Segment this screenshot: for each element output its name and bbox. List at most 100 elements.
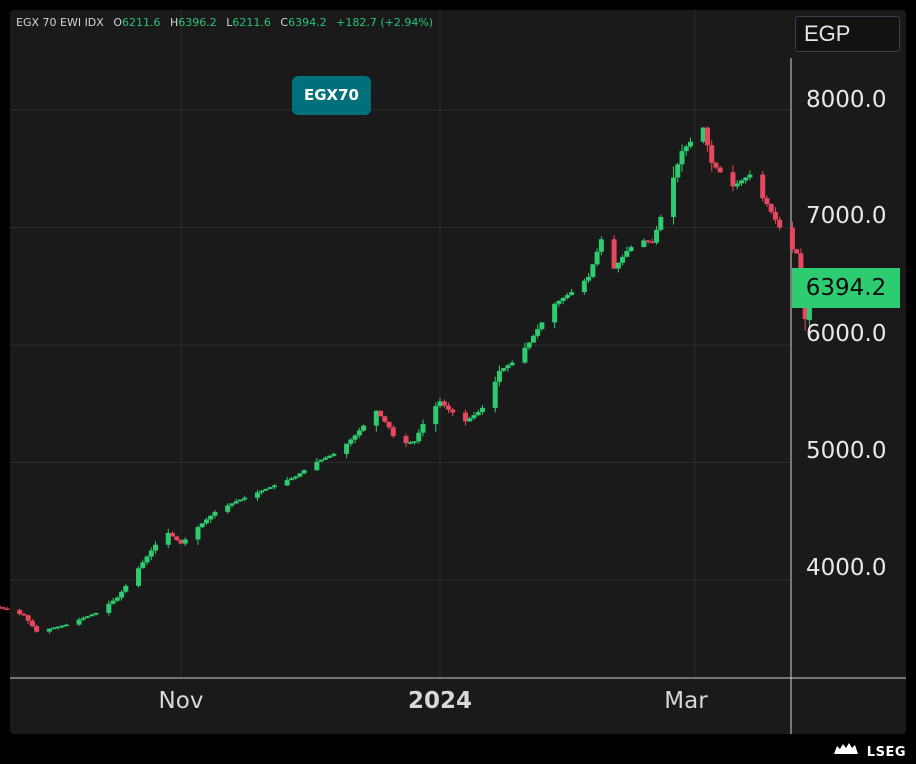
candle-body: [46, 628, 52, 632]
change-value: +182.7 (+2.94%): [336, 16, 434, 29]
candle-body: [225, 505, 231, 512]
open-value: 6211.6: [122, 16, 161, 29]
candle-body: [420, 424, 426, 433]
candle-body: [496, 370, 502, 382]
candle-body: [738, 180, 744, 184]
candle-body: [63, 624, 69, 627]
brand-logo[interactable]: LSEG: [833, 742, 906, 760]
candle-body: [390, 427, 396, 437]
candle-body: [806, 298, 812, 321]
ohlc-header: EGX 70 EWI IDX O6211.6 H6396.2 L6211.6 C…: [16, 16, 439, 29]
candle-body: [445, 405, 451, 410]
candle-body: [29, 620, 35, 627]
high-key: H: [170, 16, 179, 29]
candle-body: [560, 298, 566, 301]
candle-body: [611, 239, 617, 269]
candle-body: [403, 436, 409, 444]
x-tick-label: Mar: [664, 688, 708, 714]
candle-body: [717, 167, 723, 173]
candle-body: [140, 562, 146, 569]
candle-body: [416, 432, 422, 442]
candle-body: [624, 251, 630, 257]
candle-body: [254, 492, 260, 498]
candle-body: [760, 174, 766, 199]
candle-body: [34, 626, 40, 632]
candle-body: [229, 503, 235, 506]
candle-body: [386, 421, 392, 428]
candle-body: [598, 239, 604, 252]
candle-body: [615, 262, 621, 269]
candle-body: [764, 198, 770, 204]
candle-body: [344, 443, 350, 454]
candle-body: [679, 151, 685, 165]
candle-body: [768, 204, 774, 212]
y-tick-label: 8000.0: [806, 87, 887, 113]
candle-body: [148, 550, 154, 557]
open-key: O: [113, 16, 122, 29]
candle-body: [51, 627, 57, 630]
candle-body: [174, 536, 180, 541]
candle-body: [412, 441, 418, 443]
x-tick-label: 2024: [407, 688, 473, 714]
candle-body: [450, 409, 456, 413]
candle-body: [433, 406, 439, 425]
plot-background: [10, 10, 906, 734]
candle-body: [509, 362, 515, 366]
candle-body: [675, 164, 681, 178]
grid-lines: [10, 10, 791, 678]
candle-body: [479, 407, 485, 412]
brand-name: LSEG: [866, 745, 906, 760]
candle-body: [794, 249, 800, 254]
candle-body: [106, 603, 112, 613]
candle-body: [709, 145, 715, 163]
candle-body: [195, 527, 201, 540]
candle-body: [522, 347, 528, 363]
candle-body: [462, 412, 468, 422]
candle-body: [441, 401, 447, 406]
candle-body: [119, 591, 125, 598]
currency-button[interactable]: EGP: [795, 16, 900, 52]
candle-body: [259, 490, 265, 493]
candle-body: [331, 453, 337, 456]
candle-body: [293, 476, 299, 479]
candle-body: [233, 501, 239, 504]
y-tick-label: 4000.0: [806, 555, 887, 581]
candle-body: [552, 303, 558, 323]
candle-body: [55, 626, 61, 629]
candle-body: [407, 442, 413, 444]
candle-body: [199, 523, 205, 528]
low-key: L: [226, 16, 233, 29]
candle-body: [21, 613, 27, 616]
candle-body: [581, 280, 587, 293]
candle-body: [263, 488, 269, 491]
candle-body: [267, 487, 273, 489]
candle-body: [212, 511, 218, 516]
candle-body: [322, 457, 328, 460]
candle-body: [284, 480, 290, 486]
candle-body: [0, 605, 1, 608]
candle-body: [170, 533, 176, 537]
candle-body: [526, 342, 532, 348]
candle-body: [471, 415, 477, 419]
candle-body: [361, 425, 367, 431]
candle-body: [76, 619, 82, 625]
candle-body: [208, 515, 214, 520]
candle-body: [505, 365, 511, 369]
symbol-badge[interactable]: EGX70: [292, 76, 371, 115]
candle-body: [144, 556, 150, 563]
candle-body: [645, 240, 651, 242]
candle-body: [203, 519, 209, 524]
candle-body: [628, 247, 634, 251]
low-value: 6211.6: [232, 16, 271, 29]
candle-body: [586, 276, 592, 281]
candle-body: [730, 172, 736, 187]
candle-body: [734, 183, 740, 187]
candle-body: [501, 368, 507, 371]
y-tick-label: 5000.0: [806, 438, 887, 464]
candle-body: [437, 401, 443, 407]
candle-body: [594, 251, 600, 265]
candle-body: [59, 625, 65, 628]
candle-body: [288, 478, 294, 481]
x-tick-label: Nov: [158, 688, 204, 714]
